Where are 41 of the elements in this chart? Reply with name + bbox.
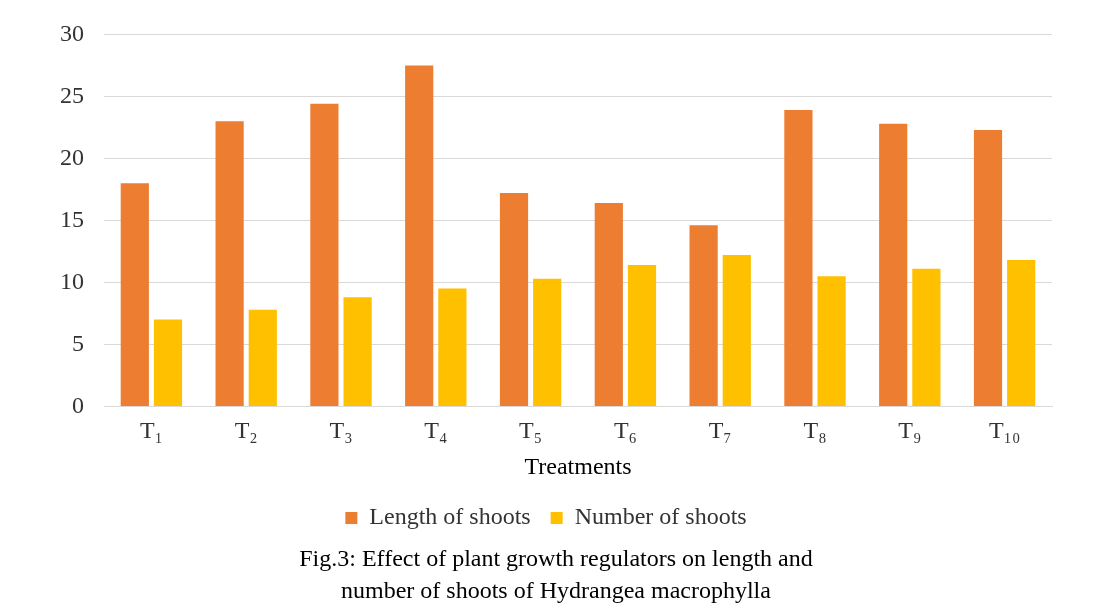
x-tick-label: T₁₀ [988, 417, 1021, 444]
bar [215, 121, 244, 406]
x-tick-label: T₂ [234, 417, 258, 444]
bar [689, 225, 718, 406]
x-tick-label: T₃ [329, 417, 353, 444]
x-tick-label: T₆ [613, 417, 637, 444]
x-tick-label: T₈ [803, 417, 827, 444]
y-tick-label: 0 [72, 391, 84, 418]
bar [1007, 260, 1036, 406]
bar [120, 183, 149, 406]
x-tick-label: T₇ [708, 417, 732, 444]
legend-label: Length of shoots [369, 503, 531, 530]
bar [310, 103, 339, 406]
y-tick-label: 15 [60, 205, 84, 232]
bar [973, 129, 1003, 406]
bar [627, 265, 657, 406]
text: Fig.3: Effect of plant growth regulators on length and number of shoots of Hydrangea macrophylla [298, 544, 814, 605]
bar [499, 193, 529, 406]
y-tick-label: 10 [60, 267, 84, 294]
bar [438, 288, 467, 406]
bar [153, 319, 183, 406]
bar [722, 255, 751, 406]
bar [248, 309, 277, 406]
bar [594, 203, 623, 406]
bar [879, 123, 908, 406]
x-axis-title: Treatments [524, 452, 632, 479]
y-tick-label: 5 [72, 329, 84, 356]
x-tick-label: T₄ [424, 417, 448, 444]
x-tick-label: T₁ [139, 417, 163, 444]
bar [912, 268, 941, 406]
y-tick-label: 25 [60, 81, 84, 108]
x-tick-label: T₉ [898, 417, 922, 444]
bar [817, 276, 846, 406]
y-tick-label: 30 [60, 19, 84, 46]
bar [533, 278, 562, 406]
y-tick-label: 20 [60, 143, 84, 170]
bar [784, 110, 813, 406]
bar [405, 65, 434, 406]
legend-label: Number of shoots [574, 503, 747, 530]
x-tick-label: T₅ [519, 417, 543, 444]
bar [343, 297, 372, 406]
